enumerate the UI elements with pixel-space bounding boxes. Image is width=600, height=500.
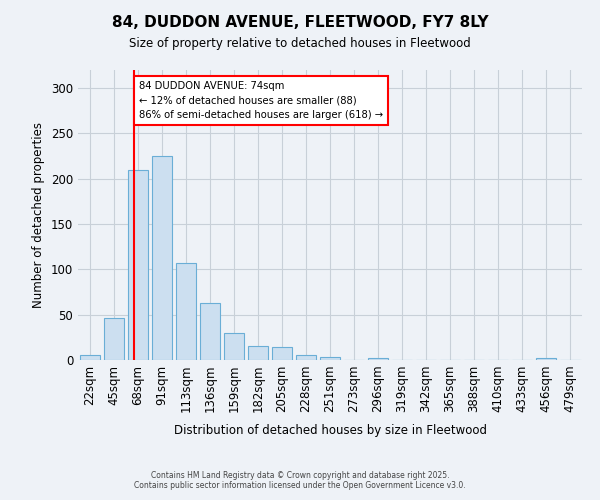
Text: Contains HM Land Registry data © Crown copyright and database right 2025.
Contai: Contains HM Land Registry data © Crown c…: [134, 470, 466, 490]
Bar: [200, 303, 220, 360]
Bar: [296, 354, 316, 360]
Bar: [536, 358, 556, 360]
Bar: [224, 333, 244, 360]
X-axis label: Distribution of detached houses by size in Fleetwood: Distribution of detached houses by size …: [173, 424, 487, 436]
Bar: [320, 358, 340, 360]
Text: 84 DUDDON AVENUE: 74sqm
← 12% of detached houses are smaller (88)
86% of semi-de: 84 DUDDON AVENUE: 74sqm ← 12% of detache…: [139, 81, 383, 120]
Text: Size of property relative to detached houses in Fleetwood: Size of property relative to detached ho…: [129, 38, 471, 51]
Bar: [248, 346, 268, 360]
Bar: [128, 170, 148, 360]
Text: 84, DUDDON AVENUE, FLEETWOOD, FY7 8LY: 84, DUDDON AVENUE, FLEETWOOD, FY7 8LY: [112, 15, 488, 30]
Bar: [176, 263, 196, 360]
Bar: [272, 348, 292, 360]
Bar: [104, 318, 124, 360]
Bar: [152, 156, 172, 360]
Bar: [80, 356, 100, 360]
Bar: [368, 358, 388, 360]
Y-axis label: Number of detached properties: Number of detached properties: [32, 122, 46, 308]
